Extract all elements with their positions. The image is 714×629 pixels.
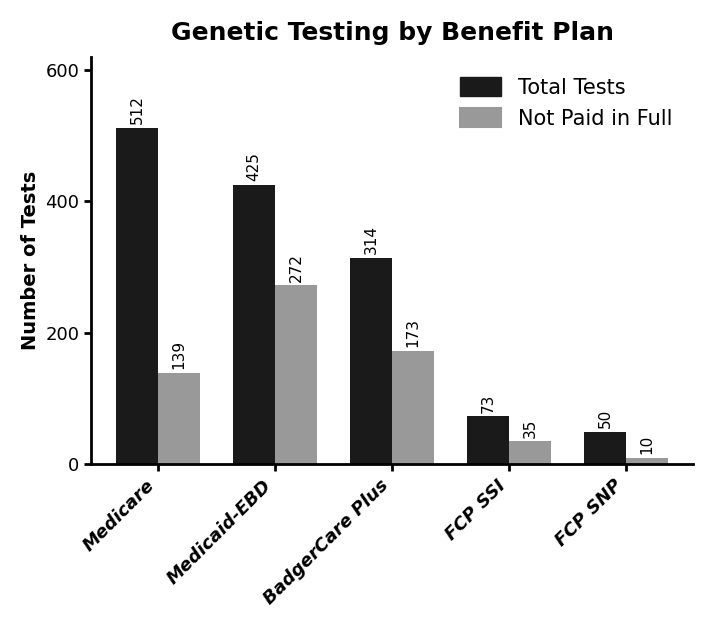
Bar <box>509 442 551 464</box>
Bar <box>585 431 626 464</box>
Text: 314: 314 <box>363 225 379 254</box>
Bar <box>116 128 158 464</box>
Bar <box>626 458 668 464</box>
Bar <box>233 185 275 464</box>
Text: 512: 512 <box>130 95 145 124</box>
Text: 139: 139 <box>171 340 186 369</box>
Text: 73: 73 <box>481 393 496 413</box>
Text: 35: 35 <box>523 418 538 438</box>
Text: 10: 10 <box>640 435 655 454</box>
Bar <box>392 350 434 464</box>
Title: Genetic Testing by Benefit Plan: Genetic Testing by Benefit Plan <box>171 21 613 45</box>
Text: 173: 173 <box>406 318 421 347</box>
Bar <box>158 373 200 464</box>
Legend: Total Tests, Not Paid in Full: Total Tests, Not Paid in Full <box>449 67 683 139</box>
Bar <box>351 258 392 464</box>
Text: 50: 50 <box>598 408 613 428</box>
Text: 272: 272 <box>288 253 303 282</box>
Text: 425: 425 <box>247 152 262 181</box>
Bar <box>468 416 509 464</box>
Y-axis label: Number of Tests: Number of Tests <box>21 171 40 350</box>
Bar <box>275 286 317 464</box>
